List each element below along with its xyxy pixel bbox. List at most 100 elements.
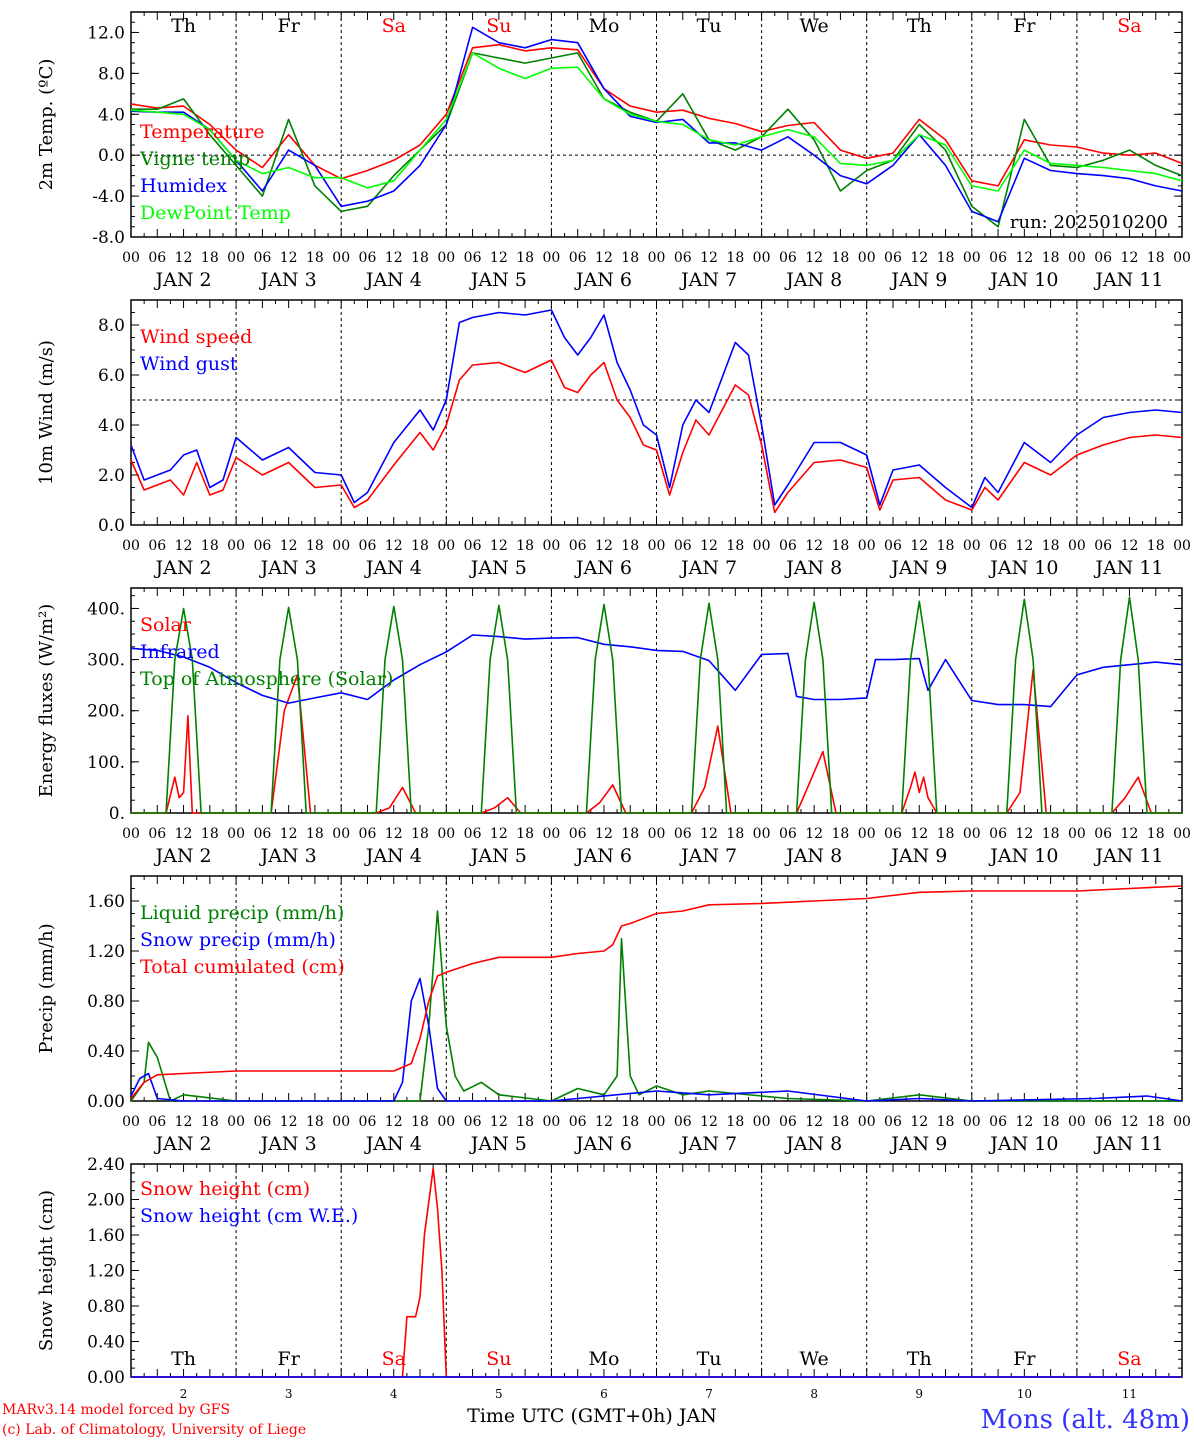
hour-label: 12: [700, 538, 718, 554]
day-of-week-label: We: [800, 15, 829, 37]
hour-label: 18: [201, 1114, 219, 1130]
day-of-week-label: Fr: [278, 15, 301, 37]
day-number-label: 6: [600, 1387, 608, 1401]
date-label: JAN 7: [679, 1133, 737, 1155]
day-of-week-label: Su: [486, 1348, 511, 1370]
date-label: JAN 6: [574, 269, 632, 291]
hour-label: 00: [437, 1114, 455, 1130]
date-label: JAN 11: [1093, 1133, 1163, 1155]
hour-label: 06: [884, 826, 902, 842]
hour-label: 06: [359, 826, 377, 842]
series-line: [130, 977, 1183, 1102]
date-label: JAN 10: [988, 557, 1058, 579]
hour-label: 06: [253, 1114, 271, 1130]
day-of-week-label: Mo: [588, 1348, 619, 1370]
y-tick-label: 0.80: [87, 992, 125, 1012]
day-number-label: 4: [390, 1387, 398, 1401]
hour-label: 12: [595, 250, 613, 266]
y-tick-label: -4.0: [92, 187, 125, 207]
hour-label: 18: [516, 826, 534, 842]
day-of-week-label: Mo: [588, 15, 619, 37]
hour-label: 00: [963, 250, 981, 266]
y-axis-label: 2m Temp. (ºC): [36, 59, 57, 191]
date-label: JAN 3: [259, 557, 317, 579]
hour-label: 00: [1173, 538, 1191, 554]
hour-label: 06: [148, 538, 166, 554]
y-tick-label: 0.: [109, 804, 125, 824]
date-label: JAN 10: [988, 1133, 1058, 1155]
date-label: JAN 3: [259, 845, 317, 867]
hour-label: 18: [201, 250, 219, 266]
y-tick-label: 300.: [87, 651, 125, 671]
day-number-label: 7: [705, 1387, 713, 1401]
hour-label: 06: [674, 538, 692, 554]
hour-label: 12: [1015, 826, 1033, 842]
date-label: JAN 4: [364, 845, 422, 867]
hour-label: 00: [122, 1114, 140, 1130]
date-label: JAN 6: [574, 1133, 632, 1155]
date-label: JAN 4: [364, 269, 422, 291]
date-label: JAN 6: [574, 845, 632, 867]
y-tick-label: 8.0: [98, 64, 125, 84]
date-label: JAN 3: [259, 1133, 317, 1155]
run-label: run: 2025010200: [1010, 212, 1168, 233]
hour-label: 06: [1094, 1114, 1112, 1130]
hour-label: 06: [464, 826, 482, 842]
series-line: [130, 309, 1183, 509]
hour-label: 18: [726, 250, 744, 266]
hour-label: 00: [122, 250, 140, 266]
day-of-week-label: Sa: [1117, 15, 1141, 37]
y-axis-label: 10m Wind (m/s): [36, 340, 57, 485]
date-label: JAN 8: [784, 269, 842, 291]
hour-label: 18: [621, 538, 639, 554]
day-of-week-label: Tu: [697, 1348, 722, 1370]
legend-entry: Top of Atmosphere (Solar): [140, 668, 393, 690]
hour-label: 00: [753, 1114, 771, 1130]
hour-label: 18: [726, 826, 744, 842]
y-tick-label: 1.20: [87, 942, 125, 962]
hour-label: 12: [910, 1114, 928, 1130]
hour-label: 06: [674, 1114, 692, 1130]
hour-label: 00: [648, 250, 666, 266]
hour-label: 06: [359, 538, 377, 554]
y-tick-label: 2.00: [87, 1191, 125, 1211]
hour-label: 06: [1094, 538, 1112, 554]
hour-label: 06: [148, 826, 166, 842]
hour-label: 00: [332, 250, 350, 266]
hour-label: 06: [674, 826, 692, 842]
hour-label: 00: [227, 538, 245, 554]
hour-label: 06: [359, 1114, 377, 1130]
hour-label: 18: [1042, 826, 1060, 842]
hour-label: 00: [648, 538, 666, 554]
legend-entry: Snow height (cm W.E.): [140, 1205, 358, 1227]
hour-label: 18: [621, 826, 639, 842]
hour-label: 12: [175, 538, 193, 554]
date-label: JAN 8: [784, 1133, 842, 1155]
date-label: JAN 10: [988, 269, 1058, 291]
y-tick-label: 0.00: [87, 1092, 125, 1112]
day-of-week-label: Th: [171, 1348, 196, 1370]
hour-label: 12: [280, 826, 298, 842]
hour-label: 00: [858, 538, 876, 554]
date-label: JAN 2: [154, 845, 212, 867]
hour-label: 18: [201, 826, 219, 842]
hour-label: 12: [700, 826, 718, 842]
y-tick-label: 1.60: [87, 892, 125, 912]
y-tick-label: 0.0: [98, 146, 125, 166]
hour-label: 06: [1094, 250, 1112, 266]
y-tick-label: 6.0: [98, 366, 125, 386]
hour-label: 00: [437, 826, 455, 842]
legend-entry: Wind gust: [140, 353, 238, 375]
hour-label: 06: [569, 538, 587, 554]
hour-label: 00: [542, 1114, 560, 1130]
hour-label: 00: [753, 538, 771, 554]
hour-label: 06: [253, 826, 271, 842]
hour-label: 12: [280, 250, 298, 266]
hour-label: 06: [884, 250, 902, 266]
date-label: JAN 9: [889, 845, 947, 867]
date-label: JAN 2: [154, 1133, 212, 1155]
hour-label: 06: [779, 538, 797, 554]
hour-label: 12: [385, 826, 403, 842]
day-of-week-label: Th: [171, 15, 196, 37]
hour-label: 18: [937, 826, 955, 842]
